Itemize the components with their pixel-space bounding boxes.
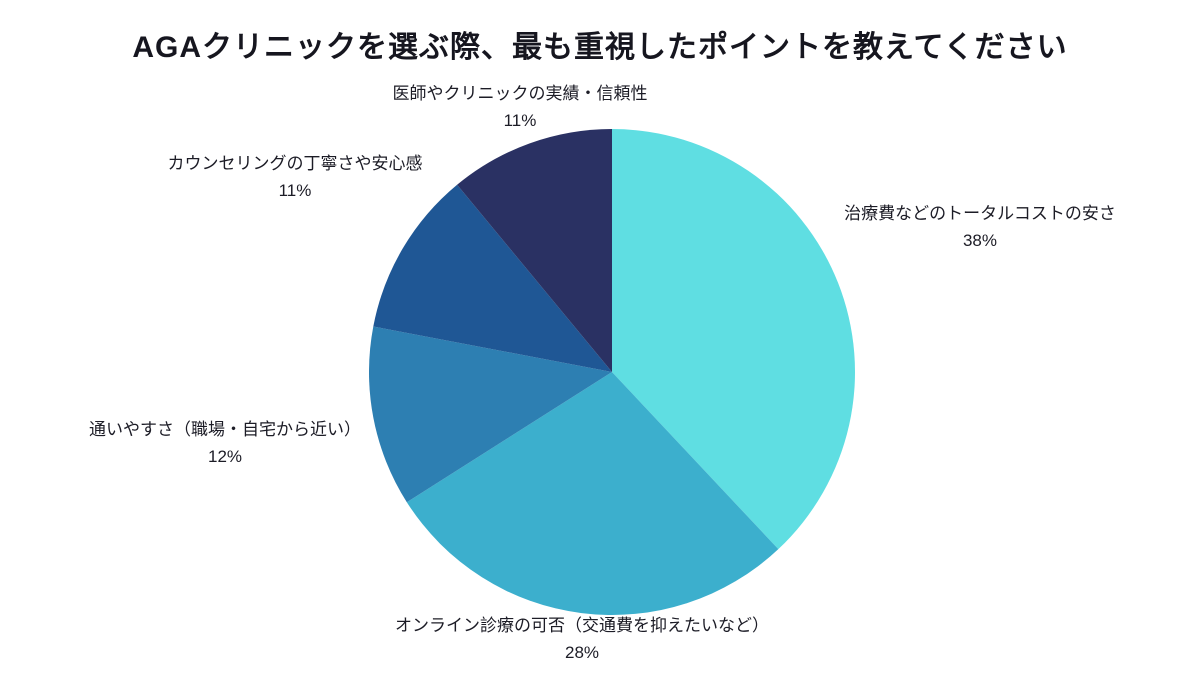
slice-label-text: 治療費などのトータルコストの安さ xyxy=(844,204,1116,223)
pie-chart xyxy=(369,129,855,615)
pie-slice-1 xyxy=(612,129,855,550)
slice-percent: 11% xyxy=(278,181,312,200)
slice-label-accessibility: 通いやすさ（職場・自宅から近い） 12% xyxy=(89,416,361,470)
pie-chart-svg xyxy=(369,129,855,615)
pie-slice-3 xyxy=(369,326,612,503)
slice-percent: 28% xyxy=(564,643,600,662)
pie-slice-2 xyxy=(406,372,779,615)
slice-label-text: 医師やクリニックの実績・信頼性 xyxy=(392,84,648,103)
slice-percent: 38% xyxy=(962,231,998,250)
slice-label-text: 通いやすさ（職場・自宅から近い） xyxy=(89,420,361,439)
slice-label-text: カウンセリングの丁寧さや安心感 xyxy=(167,154,423,173)
slice-percent: 12% xyxy=(207,447,243,466)
pie-slice-4 xyxy=(373,184,612,372)
pie-slice-5 xyxy=(457,129,612,372)
slice-label-text: オンライン診療の可否（交通費を抑えたいなど） xyxy=(395,616,769,635)
slice-label-online-consultation: オンライン診療の可否（交通費を抑えたいなど） 28% xyxy=(395,612,769,666)
slice-label-total-cost: 治療費などのトータルコストの安さ 38% xyxy=(844,200,1116,254)
slice-label-counseling: カウンセリングの丁寧さや安心感 11% xyxy=(168,150,423,204)
slice-label-doctor-track-record: 医師やクリニックの実績・信頼性 11% xyxy=(393,80,648,134)
slice-percent: 11% xyxy=(503,111,537,130)
chart-title: AGAクリニックを選ぶ際、最も重視したポイントを教えてください xyxy=(132,31,1068,64)
